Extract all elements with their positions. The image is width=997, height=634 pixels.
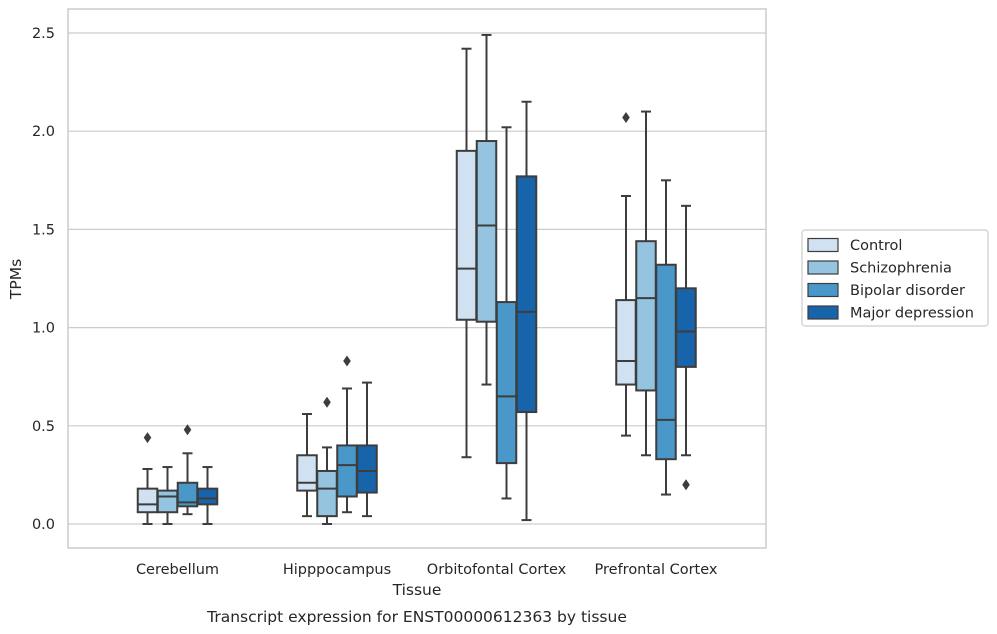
box-schizophrenia — [156, 466, 179, 525]
iqr-box — [475, 140, 498, 323]
iqr-box — [635, 240, 657, 392]
legend: Control Schizophrenia Bipolar disorder Majo… — [801, 229, 989, 327]
iqr-box — [156, 489, 179, 514]
legend-label: Schizophrenia — [850, 261, 952, 277]
y-tick-label: 1.5 — [32, 222, 55, 238]
x-tick-labels: Cerebellum Hipppocampus Orbitofontal Corte… — [136, 562, 718, 578]
y-tick-label: 1.0 — [32, 321, 55, 337]
y-tick-label: 0.5 — [32, 419, 55, 435]
box-major-depression — [515, 100, 538, 522]
box-major-depression — [356, 381, 378, 518]
box-bipolar-disorder — [336, 355, 358, 514]
iqr-box — [655, 263, 677, 461]
outlier-point — [343, 355, 351, 367]
legend-frame — [801, 229, 989, 327]
legend-swatch — [807, 305, 839, 320]
legend-swatch — [807, 260, 839, 275]
outlier-point — [622, 111, 630, 123]
box-major-depression — [675, 204, 697, 491]
chart-caption: Transcript expression for ENST0000061236… — [206, 608, 627, 626]
box-control — [455, 47, 478, 459]
outlier-point — [183, 424, 192, 436]
plot-frame — [67, 8, 767, 549]
y-axis-label: TPMs — [7, 259, 25, 300]
box-plots — [136, 33, 697, 525]
grid-lines — [68, 32, 766, 525]
iqr-box — [356, 444, 378, 494]
box-control — [615, 111, 637, 437]
iqr-box — [455, 149, 478, 321]
box-major-depression — [196, 466, 219, 525]
box-schizophrenia — [635, 110, 657, 457]
outlier-point — [682, 479, 690, 491]
iqr-box — [296, 454, 318, 492]
x-tick-label: Orbitofontal Cortex — [427, 562, 567, 578]
iqr-box — [336, 444, 358, 498]
outlier-point — [323, 396, 331, 408]
y-tick-label: 2.0 — [32, 124, 55, 140]
iqr-box — [675, 287, 697, 368]
box-control — [136, 432, 159, 525]
iqr-box — [615, 299, 637, 386]
iqr-box — [515, 175, 538, 414]
legend-swatch — [807, 237, 839, 253]
x-tick-label: Prefrontal Cortex — [595, 562, 718, 578]
box-schizophrenia — [316, 396, 338, 525]
iqr-box — [316, 469, 338, 518]
legend-label: Control — [850, 238, 902, 254]
box-bipolar-disorder — [495, 126, 518, 500]
iqr-box — [196, 487, 219, 506]
iqr-box — [136, 487, 159, 514]
box-bipolar-disorder — [176, 424, 199, 516]
box-schizophrenia — [475, 33, 498, 386]
y-tick-label: 0.0 — [32, 517, 55, 533]
x-axis-label: Tissue — [392, 581, 442, 599]
outlier-point — [143, 432, 152, 444]
y-tick-labels: 0.0 0.5 1.0 1.5 2.0 2.5 — [32, 26, 55, 533]
y-tick-label: 2.5 — [32, 26, 55, 42]
box-control — [296, 413, 318, 518]
iqr-box — [495, 301, 518, 465]
legend-label: Bipolar disorder — [850, 283, 965, 299]
legend-swatch — [807, 282, 839, 298]
box-bipolar-disorder — [655, 179, 677, 496]
x-tick-label: Hipppocampus — [283, 562, 391, 578]
legend-label: Major depression — [850, 306, 974, 322]
x-tick-label: Cerebellum — [136, 562, 219, 578]
